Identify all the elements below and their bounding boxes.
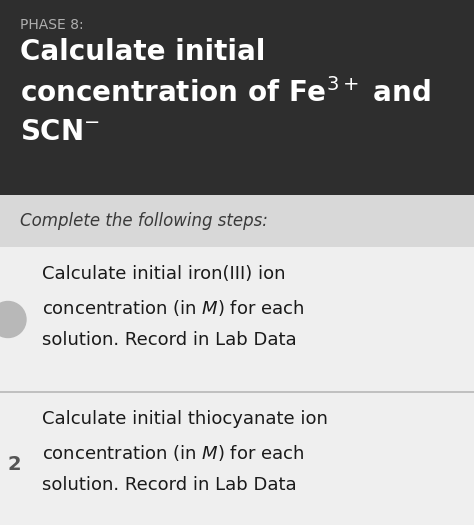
Text: solution. Record in Lab Data: solution. Record in Lab Data bbox=[42, 476, 297, 494]
Circle shape bbox=[0, 301, 26, 338]
Text: concentration of Fe$^{3+}$ and: concentration of Fe$^{3+}$ and bbox=[20, 78, 431, 108]
Text: Calculate initial iron(III) ion: Calculate initial iron(III) ion bbox=[42, 265, 285, 283]
FancyBboxPatch shape bbox=[0, 247, 474, 392]
Text: 2: 2 bbox=[7, 455, 21, 474]
Text: Calculate initial: Calculate initial bbox=[20, 38, 265, 66]
Text: PHASE 8:: PHASE 8: bbox=[20, 18, 83, 32]
FancyBboxPatch shape bbox=[0, 392, 474, 525]
Text: Complete the following steps:: Complete the following steps: bbox=[20, 212, 268, 230]
Text: SCN$^{-}$: SCN$^{-}$ bbox=[20, 118, 100, 146]
Text: solution. Record in Lab Data: solution. Record in Lab Data bbox=[42, 331, 297, 349]
FancyBboxPatch shape bbox=[0, 391, 474, 393]
Text: concentration (in $\it{M}$) for each: concentration (in $\it{M}$) for each bbox=[42, 443, 304, 463]
FancyBboxPatch shape bbox=[0, 0, 474, 195]
FancyBboxPatch shape bbox=[0, 195, 474, 247]
Text: concentration (in $\it{M}$) for each: concentration (in $\it{M}$) for each bbox=[42, 298, 304, 318]
Text: Calculate initial thiocyanate ion: Calculate initial thiocyanate ion bbox=[42, 410, 328, 428]
